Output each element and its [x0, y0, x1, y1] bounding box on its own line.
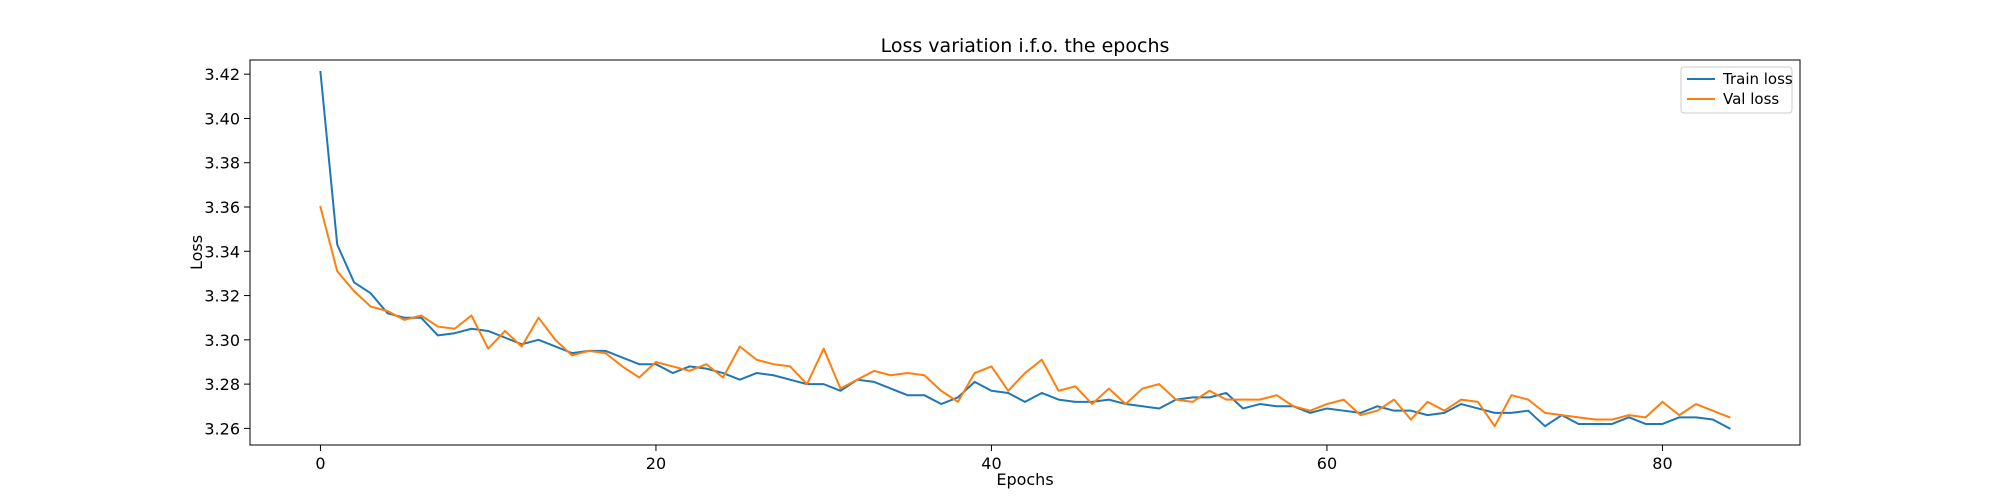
legend: Train loss Val loss: [1680, 66, 1793, 114]
y-axis-label: Loss: [187, 235, 206, 270]
x-axis-ticks: 0 20 40 60 80: [315, 445, 1673, 473]
x-tick-label: 0: [315, 454, 325, 473]
x-tick-label: 40: [981, 454, 1001, 473]
series-line-train-loss: [319, 70, 1731, 430]
x-tick-label: 80: [1652, 454, 1672, 473]
y-tick-label: 3.32: [204, 287, 240, 306]
x-tick-label: 20: [646, 454, 666, 473]
y-tick-label: 3.38: [204, 154, 240, 173]
legend-label-val-loss: Val loss: [1723, 90, 1779, 108]
axes-background: [250, 60, 1800, 445]
chart-title: Loss variation i.f.o. the epochs: [881, 35, 1170, 57]
y-axis-ticks: 3.26 3.28 3.30 3.32 3.34 3.36 3.38 3.40 3.42: [204, 65, 250, 438]
legend-label-train-loss: Train loss: [1722, 70, 1793, 88]
series-line-val-loss: [319, 205, 1731, 428]
x-tick-label: 60: [1317, 454, 1337, 473]
y-tick-label: 3.40: [204, 109, 240, 128]
axes-frame: [249, 59, 1801, 446]
x-axis-label: Epochs: [996, 470, 1053, 489]
y-tick-label: 3.42: [204, 65, 240, 84]
y-tick-label: 3.34: [204, 242, 240, 261]
y-tick-label: 3.36: [204, 198, 240, 217]
y-tick-label: 3.28: [204, 375, 240, 394]
series-layer: [319, 70, 1731, 430]
y-tick-label: 3.30: [204, 331, 240, 350]
y-tick-label: 3.26: [204, 419, 240, 438]
